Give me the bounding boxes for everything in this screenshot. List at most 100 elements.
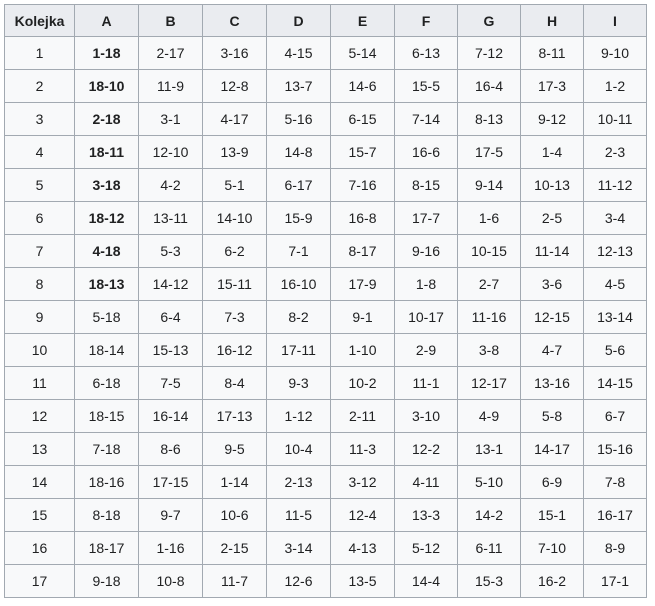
match-cell-g: 14-2 <box>457 498 521 532</box>
match-cell-e: 9-1 <box>330 300 395 334</box>
match-cell-i: 1-2 <box>583 69 647 103</box>
match-cell-h: 13-16 <box>520 366 584 400</box>
match-cell-g: 17-5 <box>457 135 521 169</box>
round-number-cell: 4 <box>4 135 75 169</box>
match-cell-e: 11-3 <box>330 432 395 466</box>
match-cell-f: 6-13 <box>394 36 458 70</box>
match-cell-g: 5-10 <box>457 465 521 499</box>
header-group-a: A <box>74 4 139 37</box>
table-row: 10 18-14 15-13 16-12 17-11 1-10 2-9 3-8 4-7 5-6 <box>4 333 647 367</box>
match-cell-b: 3-1 <box>138 102 203 136</box>
match-cell-f: 14-4 <box>394 564 458 598</box>
round-number-cell: 11 <box>4 366 75 400</box>
match-cell-h: 3-6 <box>520 267 584 301</box>
match-cell-e: 7-16 <box>330 168 395 202</box>
table-row: 2 18-10 11-9 12-8 13-7 14-6 15-5 16-4 17-3 1-2 <box>4 69 647 103</box>
match-cell-h: 15-1 <box>520 498 584 532</box>
round-number-cell: 16 <box>4 531 75 565</box>
match-cell-g: 10-15 <box>457 234 521 268</box>
match-cell-d: 10-4 <box>266 432 331 466</box>
round-number-cell: 17 <box>4 564 75 598</box>
table-row: 6 18-12 13-11 14-10 15-9 16-8 17-7 1-6 2-5 3-4 <box>4 201 647 235</box>
table-row: 12 18-15 16-14 17-13 1-12 2-11 3-10 4-9 5-8 6-7 <box>4 399 647 433</box>
table-row: 5 3-18 4-2 5-1 6-17 7-16 8-15 9-14 10-13 11-12 <box>4 168 647 202</box>
match-cell-h: 14-17 <box>520 432 584 466</box>
match-cell-b: 5-3 <box>138 234 203 268</box>
match-cell-c: 4-17 <box>202 102 267 136</box>
match-cell-a: 18-12 <box>74 201 139 235</box>
match-cell-i: 10-11 <box>583 102 647 136</box>
match-cell-g: 2-7 <box>457 267 521 301</box>
match-cell-c: 3-16 <box>202 36 267 70</box>
match-cell-h: 7-10 <box>520 531 584 565</box>
match-cell-c: 16-12 <box>202 333 267 367</box>
table-row: 4 18-11 12-10 13-9 14-8 15-7 16-6 17-5 1-4 2-3 <box>4 135 647 169</box>
match-cell-b: 6-4 <box>138 300 203 334</box>
match-cell-e: 1-10 <box>330 333 395 367</box>
match-cell-h: 5-8 <box>520 399 584 433</box>
match-cell-b: 1-16 <box>138 531 203 565</box>
match-cell-d: 8-2 <box>266 300 331 334</box>
match-cell-d: 9-3 <box>266 366 331 400</box>
match-cell-e: 10-2 <box>330 366 395 400</box>
match-cell-a: 4-18 <box>74 234 139 268</box>
match-cell-a: 9-18 <box>74 564 139 598</box>
match-cell-h: 9-12 <box>520 102 584 136</box>
match-cell-d: 6-17 <box>266 168 331 202</box>
match-cell-a: 18-17 <box>74 531 139 565</box>
match-cell-a: 5-18 <box>74 300 139 334</box>
match-cell-h: 17-3 <box>520 69 584 103</box>
round-number-cell: 9 <box>4 300 75 334</box>
table-row: 15 8-18 9-7 10-6 11-5 12-4 13-3 14-2 15-1 16-17 <box>4 498 647 532</box>
match-cell-a: 18-11 <box>74 135 139 169</box>
match-cell-c: 8-4 <box>202 366 267 400</box>
match-cell-e: 16-8 <box>330 201 395 235</box>
match-cell-b: 17-15 <box>138 465 203 499</box>
match-cell-d: 16-10 <box>266 267 331 301</box>
match-cell-c: 7-3 <box>202 300 267 334</box>
match-cell-i: 14-15 <box>583 366 647 400</box>
match-cell-c: 5-1 <box>202 168 267 202</box>
match-cell-c: 11-7 <box>202 564 267 598</box>
match-cell-g: 8-13 <box>457 102 521 136</box>
match-cell-i: 17-1 <box>583 564 647 598</box>
match-cell-f: 8-15 <box>394 168 458 202</box>
round-number-cell: 10 <box>4 333 75 367</box>
match-cell-g: 7-12 <box>457 36 521 70</box>
match-cell-f: 3-10 <box>394 399 458 433</box>
header-group-f: F <box>394 4 458 37</box>
match-cell-i: 2-3 <box>583 135 647 169</box>
match-cell-g: 13-1 <box>457 432 521 466</box>
match-cell-a: 18-15 <box>74 399 139 433</box>
match-cell-g: 9-14 <box>457 168 521 202</box>
header-group-e: E <box>330 4 395 37</box>
header-row: Kolejka A B C D E F G H I <box>4 4 647 37</box>
match-cell-g: 6-11 <box>457 531 521 565</box>
match-cell-e: 14-6 <box>330 69 395 103</box>
match-cell-b: 7-5 <box>138 366 203 400</box>
match-cell-i: 13-14 <box>583 300 647 334</box>
schedule-table: Kolejka A B C D E F G H I 1 1-18 2-17 3-16 4-15 5-14 6-… <box>4 4 647 598</box>
match-cell-h: 12-15 <box>520 300 584 334</box>
match-cell-a: 1-18 <box>74 36 139 70</box>
round-number-cell: 7 <box>4 234 75 268</box>
match-cell-i: 3-4 <box>583 201 647 235</box>
match-cell-e: 8-17 <box>330 234 395 268</box>
match-cell-d: 11-5 <box>266 498 331 532</box>
match-cell-h: 11-14 <box>520 234 584 268</box>
match-cell-h: 10-13 <box>520 168 584 202</box>
match-cell-d: 17-11 <box>266 333 331 367</box>
match-cell-c: 17-13 <box>202 399 267 433</box>
table-row: 14 18-16 17-15 1-14 2-13 3-12 4-11 5-10 6-9 7-8 <box>4 465 647 499</box>
match-cell-g: 3-8 <box>457 333 521 367</box>
match-cell-h: 8-11 <box>520 36 584 70</box>
round-number-cell: 15 <box>4 498 75 532</box>
match-cell-d: 5-16 <box>266 102 331 136</box>
match-cell-d: 14-8 <box>266 135 331 169</box>
match-cell-a: 2-18 <box>74 102 139 136</box>
match-cell-d: 3-14 <box>266 531 331 565</box>
match-cell-d: 15-9 <box>266 201 331 235</box>
match-cell-f: 1-8 <box>394 267 458 301</box>
match-cell-f: 2-9 <box>394 333 458 367</box>
match-cell-c: 10-6 <box>202 498 267 532</box>
